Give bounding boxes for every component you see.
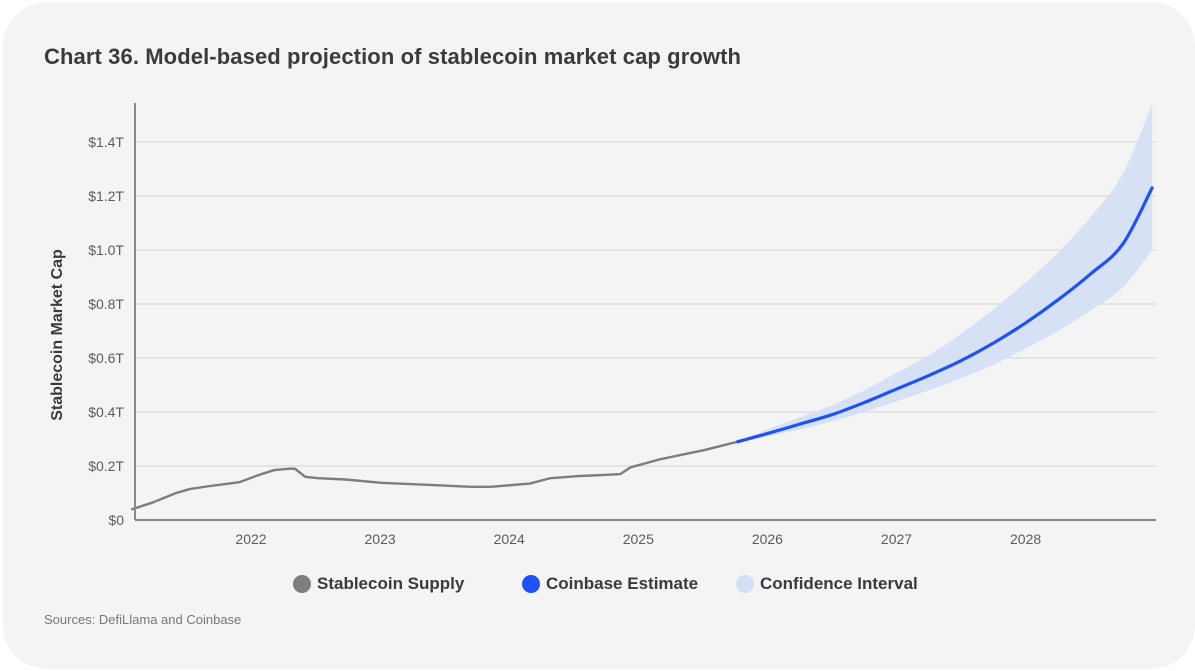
source-note: Sources: DefiLlama and Coinbase (44, 612, 242, 627)
coinbase-estimate-line (736, 186, 1154, 444)
y-tick-labels: $0 $0.2T $0.4T $0.6T $0.8T $1.0T $1.2T $1.4T (88, 134, 124, 528)
axes (134, 103, 1156, 522)
legend: Stablecoin Supply Coinbase Estimate Conf… (0, 574, 1195, 598)
x-tick-label: 2026 (752, 531, 783, 547)
confidence-band-layer (737, 104, 1153, 442)
y-tick-label: $0.2T (88, 458, 124, 474)
confidence-interval-band (737, 104, 1153, 442)
legend-label: Confidence Interval (760, 574, 918, 593)
x-tick-label: 2027 (881, 531, 912, 547)
x-tick-label: 2022 (235, 531, 266, 547)
legend-label: Coinbase Estimate (546, 574, 699, 593)
y-tick-label: $0.8T (88, 296, 124, 312)
chart-title: Chart 36. Model-based projection of stab… (44, 44, 742, 69)
x-tick-label: 2024 (494, 531, 525, 547)
y-tick-label: $1.0T (88, 242, 124, 258)
y-axis-label: Stablecoin Market Cap (49, 249, 66, 421)
x-tick-labels: 2022 2023 2024 2025 2026 2027 2028 (235, 531, 1041, 547)
x-tick-label: 2028 (1010, 531, 1041, 547)
y-tick-label: $1.4T (88, 134, 124, 150)
legend-item-confidence-interval[interactable]: Confidence Interval (736, 574, 918, 594)
x-tick-label: 2023 (365, 531, 396, 547)
legend-label: Stablecoin Supply (317, 574, 465, 593)
y-tick-label: $1.2T (88, 188, 124, 204)
x-tick-label: 2025 (623, 531, 654, 547)
legend-item-stablecoin-supply[interactable]: Stablecoin Supply (293, 574, 464, 594)
legend-item-coinbase-estimate[interactable]: Coinbase Estimate (522, 574, 698, 594)
legend-swatch-confidence-icon (736, 575, 754, 593)
legend-swatch-supply-icon (293, 575, 311, 593)
y-tick-label: $0 (108, 512, 124, 528)
series-lines-layer (131, 186, 1154, 511)
stablecoin-supply-line (131, 440, 739, 511)
legend-swatch-estimate-icon (522, 575, 540, 593)
y-tick-label: $0.6T (88, 350, 124, 366)
y-tick-label: $0.4T (88, 404, 124, 420)
